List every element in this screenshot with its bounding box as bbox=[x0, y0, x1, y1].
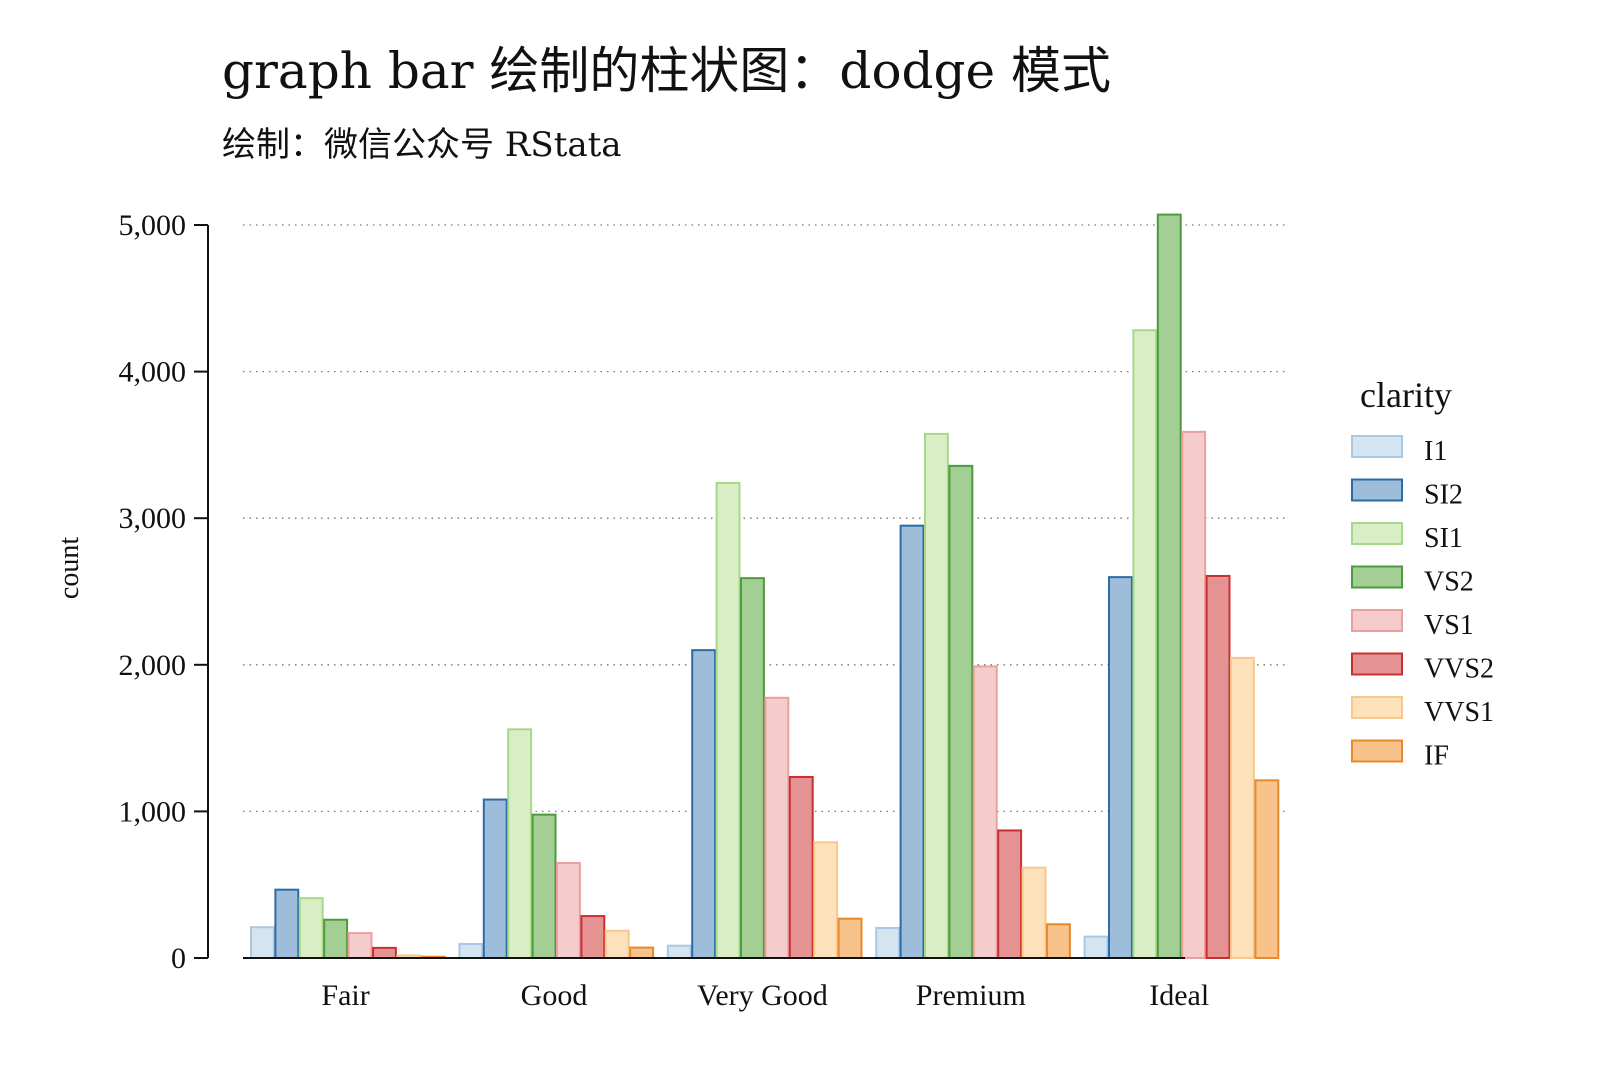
legend-label-if: IF bbox=[1424, 741, 1449, 772]
axes: 0 1,000 2,000 3,000 4,000 5,000 Fair Good Very G… bbox=[119, 209, 1210, 1012]
bar-if-very-good bbox=[837, 917, 863, 959]
bar-vvs1-very-good bbox=[813, 841, 839, 959]
bar-vvs2-premium bbox=[997, 829, 1023, 960]
bar-vs2-very-good bbox=[740, 577, 765, 960]
legend-label-vvs2: VVS2 bbox=[1424, 654, 1494, 685]
bar-vs2-fair bbox=[323, 918, 349, 960]
bar-si2-very-good bbox=[691, 649, 717, 959]
y-tick-label: 0 bbox=[171, 942, 186, 975]
legend-swatch-vvs1 bbox=[1351, 696, 1403, 719]
bar-vs1-ideal bbox=[1181, 430, 1207, 959]
bar-vvs2-very-good bbox=[788, 775, 814, 959]
legend-label-i1: I1 bbox=[1424, 436, 1447, 467]
bar-vs1-premium bbox=[972, 665, 998, 959]
bar-vs1-good bbox=[556, 862, 581, 959]
legend-title: clarity bbox=[1360, 375, 1452, 415]
bar-if-good bbox=[629, 946, 655, 959]
x-tick-label: Ideal bbox=[1149, 979, 1209, 1012]
legend-swatch-i1 bbox=[1351, 435, 1403, 458]
bars bbox=[250, 213, 1280, 960]
legend-swatch-vs2 bbox=[1351, 565, 1403, 589]
legend-swatch-si2 bbox=[1351, 478, 1403, 502]
x-tick-label: Fair bbox=[321, 979, 369, 1012]
chart-subtitle: 绘制：微信公众号 RStata bbox=[222, 125, 622, 165]
y-tick-label: 5,000 bbox=[119, 209, 187, 242]
legend-label-si2: SI2 bbox=[1424, 480, 1463, 511]
bar-i1-premium bbox=[875, 926, 901, 960]
legend-swatch-if bbox=[1351, 739, 1403, 763]
bar-vvs2-good bbox=[580, 915, 606, 959]
y-tick-label: 1,000 bbox=[119, 795, 187, 828]
bar-si2-ideal bbox=[1108, 576, 1133, 959]
bar-vvs2-fair bbox=[372, 946, 397, 959]
bar-i1-fair bbox=[250, 926, 275, 959]
legend-swatch-si1 bbox=[1351, 522, 1403, 545]
bar-si2-fair bbox=[274, 888, 300, 959]
bar-vs1-fair bbox=[347, 932, 373, 960]
bar-vvs1-good bbox=[604, 929, 630, 960]
x-tick-label: Good bbox=[521, 979, 588, 1012]
bar-vvs1-premium bbox=[1021, 866, 1047, 959]
legend-swatch-vvs2 bbox=[1351, 652, 1403, 676]
bar-vvs2-ideal bbox=[1205, 574, 1231, 959]
y-tick-label: 3,000 bbox=[119, 502, 187, 535]
bar-vs2-good bbox=[531, 813, 557, 959]
legend-label-si1: SI1 bbox=[1424, 523, 1463, 554]
bar-if-ideal bbox=[1254, 779, 1280, 959]
bar-i1-very-good bbox=[666, 944, 692, 960]
bar-vs2-premium bbox=[948, 464, 974, 959]
x-tick-label: Very Good bbox=[697, 979, 828, 1012]
chart-title: graph bar 绘制的柱状图：dodge 模式 bbox=[222, 42, 1111, 100]
y-tick-label: 2,000 bbox=[119, 649, 187, 682]
legend-label-vvs1: VVS1 bbox=[1424, 697, 1494, 728]
bar-i1-good bbox=[458, 942, 484, 959]
y-axis-title: count bbox=[54, 537, 85, 599]
bar-si1-premium bbox=[924, 432, 949, 959]
bar-si1-fair bbox=[298, 897, 324, 959]
bar-vs2-ideal bbox=[1156, 213, 1182, 960]
bar-si1-ideal bbox=[1132, 329, 1158, 959]
bar-i1-ideal bbox=[1083, 935, 1109, 959]
legend: clarity I1 SI2 SI1 VS2 VS1 VVS2 VVS1 IF bbox=[1351, 375, 1494, 772]
y-tick-label: 4,000 bbox=[119, 356, 187, 389]
bar-vvs1-ideal bbox=[1230, 656, 1255, 959]
bar-si2-good bbox=[482, 798, 508, 959]
legend-label-vs2: VS2 bbox=[1424, 567, 1474, 598]
bar-si1-good bbox=[507, 728, 533, 960]
legend-swatch-vs1 bbox=[1351, 609, 1403, 632]
legend-label-vs1: VS1 bbox=[1424, 610, 1474, 641]
bar-if-premium bbox=[1046, 923, 1071, 959]
bar-si2-premium bbox=[899, 524, 925, 959]
bar-si1-very-good bbox=[715, 482, 741, 959]
bar-vs1-very-good bbox=[764, 696, 790, 959]
x-tick-label: Premium bbox=[916, 979, 1026, 1012]
